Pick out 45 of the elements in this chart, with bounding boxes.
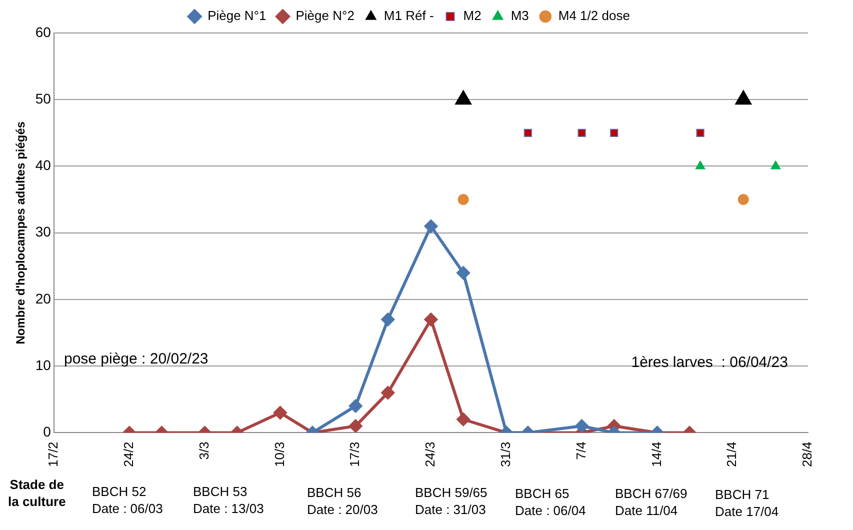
x-tick-label: 31/3: [498, 442, 513, 468]
legend-label: Piège N°2: [296, 8, 354, 24]
point: [578, 128, 586, 137]
y-tick-label: 20: [35, 290, 52, 306]
x-tick-label: 14/4: [648, 442, 664, 468]
text: BBCH 53 Date : 13/03: [193, 483, 264, 517]
point: [424, 220, 438, 233]
text: BBCH 56 Date : 20/03: [307, 484, 378, 518]
x-tick-label: 28/4: [800, 442, 815, 468]
text: BBCH 71 Date 17/04: [715, 486, 779, 520]
x-tick-label: 10/3: [272, 442, 287, 468]
annotation: 1ères larves : 06/04/23: [631, 354, 788, 371]
y-tick-label: 50: [35, 90, 52, 106]
text: BBCH 52 Date : 06/03: [92, 482, 163, 516]
legend-label: M4 1/2 dose: [558, 8, 630, 24]
point: [696, 128, 704, 137]
text: BBCH 67/69 Date 11/04: [615, 485, 688, 519]
y-axis-title: Nombre d'hoplocampes adultes piégés: [14, 121, 28, 344]
x-tick-label: 24/3: [422, 442, 438, 468]
y-tick-label: 40: [35, 157, 52, 174]
annotation: pose piège : 20/02/23: [64, 350, 208, 368]
y-tick-label: 10: [35, 356, 52, 373]
legend-label: M1 Réf -: [384, 8, 434, 24]
text: Stade de la culture: [8, 476, 66, 510]
y-tick-label: 0: [43, 424, 52, 440]
point: [695, 160, 706, 170]
y-tick-label: 30: [35, 224, 52, 240]
text: BBCH 59/65 Date : 31/03: [415, 484, 488, 518]
x-tick-label: 24/2: [120, 442, 136, 468]
point: [738, 194, 749, 206]
x-tick-label: 7/4: [573, 442, 588, 460]
legend-label: M3: [510, 8, 529, 24]
point: [610, 128, 618, 137]
legend-label: Piège N°1: [208, 8, 266, 24]
x-tick-label: 17/3: [347, 442, 362, 468]
x-tick-label: 3/3: [196, 442, 212, 460]
x-tick-label: 21/4: [724, 442, 740, 468]
point: [456, 266, 470, 280]
y-tick-label: 60: [35, 24, 52, 40]
text: BBCH 65 Date : 06/04: [515, 484, 586, 518]
point: [524, 128, 532, 137]
x-tick-label: 17/2: [46, 442, 61, 468]
legend-label: M2: [463, 8, 482, 24]
point: [458, 194, 469, 206]
point: [770, 160, 781, 170]
